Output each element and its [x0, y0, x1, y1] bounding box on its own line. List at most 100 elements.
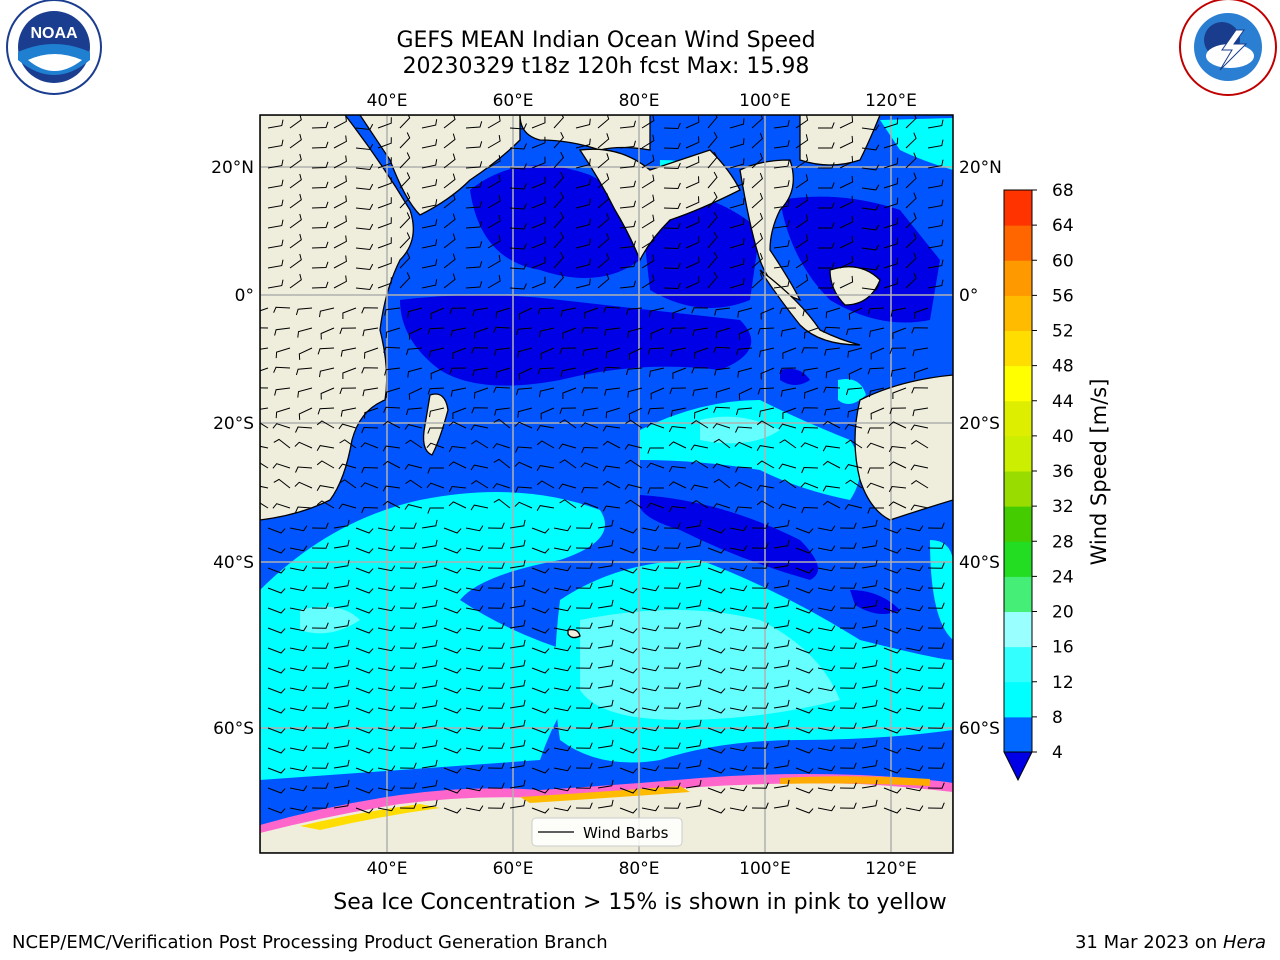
wind-barb [355, 587, 374, 594]
wind-barb [883, 787, 902, 794]
wind-barb [289, 173, 302, 189]
wind-barb [355, 787, 374, 794]
wind-barb [804, 327, 819, 339]
wind-barb [713, 478, 731, 489]
wind-barb [685, 519, 702, 529]
wind-barb [421, 139, 438, 149]
wind-barb [421, 759, 438, 769]
wind-barb [597, 193, 610, 209]
lat-tick-right: 20°S [959, 414, 1000, 434]
wind-barb [927, 522, 945, 529]
wind-barb [364, 407, 379, 419]
wind-barb [449, 367, 467, 375]
wind-barb [273, 438, 291, 449]
wind-barb [707, 191, 718, 209]
wind-barb [729, 625, 748, 632]
wind-barb [625, 367, 643, 376]
wind-barb [905, 785, 924, 792]
lon-tick-top: 60°E [493, 91, 534, 111]
wind-barb [509, 123, 527, 130]
wind-barb [867, 467, 884, 474]
colorbar-swatch [1004, 330, 1032, 367]
wind-barb [298, 407, 313, 420]
wind-barb [471, 407, 489, 414]
wind-barb [267, 667, 286, 674]
wind-barb [289, 665, 308, 672]
wind-barb [267, 527, 286, 534]
wind-barb [531, 627, 550, 634]
wind-barb [910, 464, 929, 471]
colorbar-swatch [1004, 541, 1032, 577]
wind-barb [817, 685, 836, 692]
wind-barb [427, 507, 444, 514]
wind-barb [421, 179, 438, 189]
wind-barb [260, 367, 269, 372]
wind-barb [905, 665, 924, 672]
wind-barb [663, 782, 681, 789]
wind-barb [560, 367, 577, 377]
wind-barb [869, 387, 885, 398]
wind-barb [668, 425, 687, 433]
wind-barb [905, 252, 917, 269]
wind-barb [927, 682, 945, 689]
wind-barb [801, 347, 819, 354]
wind-barb [361, 466, 379, 474]
wind-barb [465, 605, 484, 612]
wind-barb [377, 725, 396, 732]
wind-barb [905, 805, 924, 812]
wind-barb [531, 236, 546, 249]
wind-barb [619, 180, 636, 189]
wind-barb [493, 326, 511, 333]
wind-barb [377, 765, 396, 772]
wind-barb [844, 504, 863, 510]
wind-barb [362, 327, 379, 337]
wind-barb [471, 479, 489, 489]
wind-barb [735, 347, 753, 356]
wind-barb [540, 347, 555, 360]
wind-barb [580, 422, 599, 429]
wind-barb [509, 799, 526, 809]
wind-barb [333, 659, 350, 669]
wind-barb [707, 627, 726, 634]
wind-barb [773, 579, 790, 589]
wind-barb [751, 682, 769, 689]
wind-barb [861, 639, 878, 649]
wind-barb [377, 137, 392, 149]
colorbar-swatch [1004, 365, 1032, 402]
wind-barb [399, 602, 417, 609]
wind-barb [517, 407, 533, 418]
lat-ticks-right: 20°N 0° 20°S 40°S 60°S [959, 158, 1002, 739]
wind-barb [795, 115, 809, 129]
wind-barb [311, 121, 329, 129]
wind-barb [818, 142, 835, 149]
wind-barb [619, 787, 638, 794]
legend-label: Wind Barbs [583, 824, 669, 842]
wind-barb [267, 219, 284, 229]
wind-barb [795, 154, 809, 169]
wind-barb [553, 665, 572, 672]
credit-date-text: 31 Mar 2023 on [1074, 932, 1223, 953]
wind-barb [531, 176, 546, 189]
wind-barb [384, 367, 401, 376]
wind-barb [515, 486, 533, 493]
wind-barb [267, 279, 284, 289]
wind-barb [311, 261, 329, 269]
wind-barb [289, 725, 308, 732]
wind-barb [531, 136, 546, 149]
wind-barb [338, 463, 357, 470]
wind-barb [685, 176, 700, 189]
wind-barb [360, 442, 379, 449]
wind-barb [311, 782, 329, 789]
colorbar-tick-label: 32 [1052, 497, 1074, 517]
wind-barb [692, 387, 709, 397]
wind-barb [685, 719, 702, 729]
wind-barb [685, 559, 702, 569]
wind-barb [839, 682, 857, 689]
wind-barb [800, 442, 819, 449]
wind-barb [443, 627, 462, 634]
wind-barb [773, 599, 790, 609]
wind-barb [273, 306, 291, 313]
wind-barb [729, 218, 745, 229]
wind-barb [531, 607, 550, 614]
wind-barb [465, 161, 483, 169]
